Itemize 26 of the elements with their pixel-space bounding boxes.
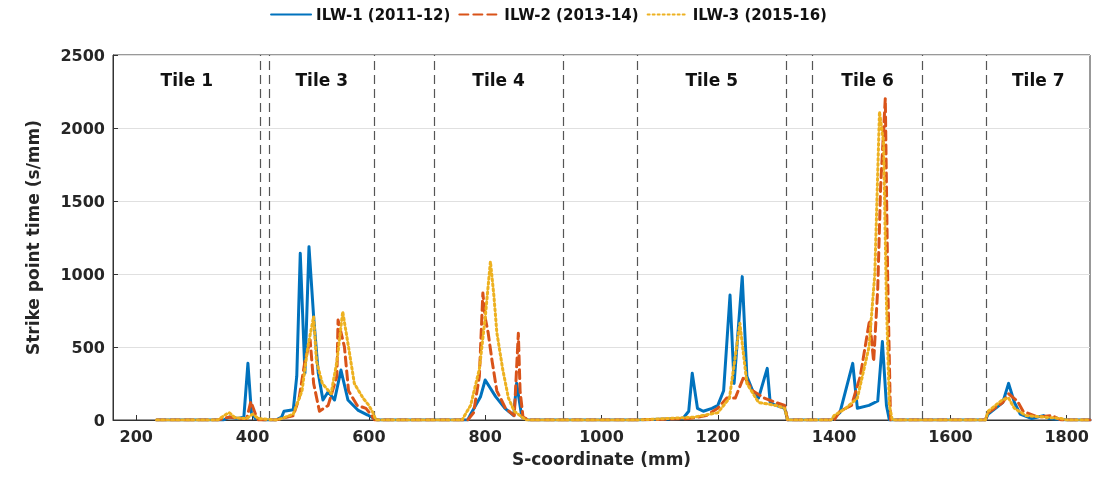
x-tick-label: 1400 xyxy=(811,426,857,446)
x-tick-label: 400 xyxy=(235,426,270,446)
y-tick-label: 1500 xyxy=(60,191,105,211)
x-tick-label: 1200 xyxy=(695,426,741,446)
y-tick-label: 2000 xyxy=(60,118,105,138)
x-tick-label: 800 xyxy=(468,426,502,446)
legend-label: ILW-3 (2015-16) xyxy=(692,5,827,24)
y-tick-label: 2500 xyxy=(60,45,105,65)
legend-label: ILW-2 (2013-14) xyxy=(504,5,639,24)
annotation: Tile 5 xyxy=(685,69,738,90)
x-tick-label: 600 xyxy=(352,426,386,446)
y-tick-label: 1000 xyxy=(60,264,105,284)
annotation: Tile 6 xyxy=(841,69,894,90)
y-tick-label: 500 xyxy=(71,337,105,357)
annotation: Tile 3 xyxy=(295,69,349,90)
x-tick-label: 1000 xyxy=(579,426,624,446)
legend-label: ILW-1 (2011-12) xyxy=(316,5,451,24)
x-tick-label: 200 xyxy=(119,426,153,446)
annotation: Tile 4 xyxy=(472,69,525,90)
x-tick-label: 1600 xyxy=(928,426,973,446)
x-tick-label: 1800 xyxy=(1044,426,1089,446)
y-axis-title: Strike point time (s/mm) xyxy=(22,119,43,356)
annotation: Tile 7 xyxy=(1011,69,1065,90)
x-axis-title: S-coordinate (mm) xyxy=(511,448,692,469)
annotation: Tile 1 xyxy=(160,69,214,90)
y-tick-label: 0 xyxy=(93,410,105,430)
